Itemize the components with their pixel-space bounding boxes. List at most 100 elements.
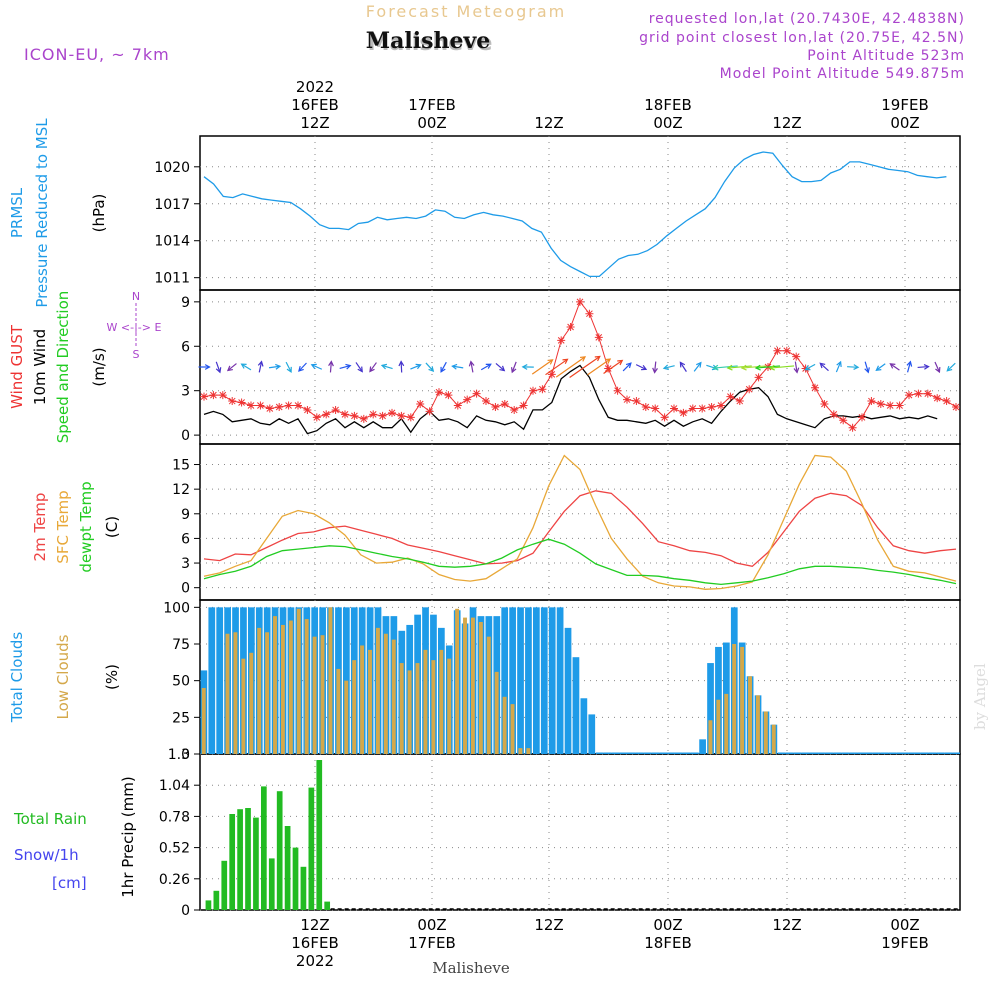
total-cloud-bar (817, 752, 826, 754)
wind-arrow-head (240, 363, 247, 369)
low-cloud-bar (708, 720, 713, 754)
gust-star-marker (397, 411, 406, 420)
wind-direction-arrow (847, 366, 859, 368)
low-cloud-bar (716, 699, 721, 754)
gust-star-marker (623, 395, 631, 404)
wind-direction-arrow (906, 361, 912, 373)
gust-star-marker (294, 401, 302, 410)
wind-direction-arrow (679, 362, 687, 372)
low-cloud-bar (375, 627, 380, 754)
low-cloud-bar (502, 696, 507, 754)
wind-arrow-head (562, 358, 569, 365)
low-cloud-bar (383, 633, 388, 754)
gust-star-marker (923, 389, 932, 398)
ytick-label: 6 (181, 339, 190, 355)
label-sfc-temp: SFC Temp (54, 490, 72, 563)
wind-arrow-head (875, 365, 882, 371)
gust-star-marker (952, 402, 960, 411)
total-cloud-bar (690, 752, 699, 754)
gust-star-marker (228, 397, 237, 406)
compass-north: N (132, 290, 140, 303)
wind-arrow-head (345, 363, 352, 370)
low-cloud-bar (241, 658, 246, 754)
label-wind-gust: Wind GUST (8, 324, 26, 409)
wind-direction-arrow (819, 362, 829, 372)
total-cloud-bar (517, 607, 524, 754)
wind-arrow-head (226, 365, 233, 372)
wind-arrow-head (547, 359, 554, 365)
top-time-label: 12Z (772, 114, 801, 132)
wind-arrow-head (754, 364, 761, 371)
wind-arrow-head (380, 363, 388, 370)
label-low-clouds: Low Clouds (54, 634, 72, 719)
bottom-time-label: 12Z (534, 916, 563, 934)
total-cloud-bar (825, 752, 834, 754)
wind-direction-arrow (329, 361, 332, 373)
low-cloud-bar (249, 652, 254, 754)
ytick-label: 0 (181, 428, 190, 444)
gust-star-marker (876, 400, 885, 409)
gust-star-marker (491, 402, 500, 411)
wind-direction-arrow (569, 355, 601, 379)
wind-arrow-head (594, 355, 601, 362)
ytick-label: 0 (181, 903, 190, 919)
wind-direction-arrow (622, 362, 632, 372)
gust-star-marker (482, 397, 490, 406)
low-cloud-bar (748, 676, 752, 754)
rain-bar (276, 791, 283, 910)
wind-direction-arrow (285, 361, 292, 373)
panel-frames (194, 135, 961, 911)
ytick-label: 1011 (154, 271, 190, 287)
rain-bar (229, 814, 236, 910)
wind-direction-arrow (603, 359, 623, 375)
label-10m-wind: 10m Wind (31, 329, 49, 405)
bottom-time-label: 00Z (653, 916, 682, 934)
label-total-rain: Total Rain (13, 810, 87, 828)
wind-direction-arrow (545, 358, 568, 376)
gust-star-marker (594, 333, 603, 342)
ytick-label: 50 (172, 674, 190, 690)
gust-star-marker (350, 411, 359, 420)
total-cloud-bar (707, 663, 714, 754)
gust-star-marker (670, 404, 678, 413)
wind-direction-arrow (311, 364, 323, 370)
gust-star-marker (576, 297, 584, 306)
bottom-time-label: 00Z (890, 916, 919, 934)
wind-arrow-head (935, 366, 941, 374)
wind-direction-arrow (770, 365, 795, 369)
wind-arrow-head (793, 367, 800, 374)
gust-star-marker (435, 388, 443, 397)
gust-star-marker (388, 408, 396, 417)
label-ms: (m/s) (90, 347, 108, 386)
top-time-label: 00Z (890, 114, 919, 132)
total-cloud-bar (667, 752, 675, 754)
gust-star-marker (275, 402, 284, 411)
rain-bar (221, 860, 228, 910)
total-cloud-bar (857, 752, 865, 754)
gust-star-marker (519, 401, 528, 410)
gust-star-marker (726, 392, 735, 401)
low-cloud-bar (399, 663, 404, 754)
rain-bar (268, 858, 275, 910)
total-cloud-bar (872, 752, 881, 754)
total-cloud-bar (777, 752, 786, 754)
wind-arrow-head (652, 367, 658, 374)
wind-direction-arrow (339, 364, 351, 370)
gust-star-marker (641, 402, 650, 411)
point-altitude: Point Altitude 523m (807, 48, 965, 64)
wind-arrow-head (836, 360, 842, 367)
ytick-label: 1017 (154, 197, 190, 213)
label-total-clouds: Total Clouds (8, 632, 26, 724)
super-title: Forecast Meteogram (366, 2, 566, 21)
wind-arrow-head (740, 364, 747, 371)
total-cloud-bar (699, 739, 706, 754)
bottom-time-label: 12Z (300, 916, 329, 934)
bottom-time-label: 00Z (417, 916, 446, 934)
wind-direction-arrow (917, 365, 929, 369)
gust-star-marker (209, 391, 218, 400)
gust-star-marker (547, 370, 556, 379)
wind-arrow-head (679, 361, 686, 368)
top-time-label: 19FEB (881, 96, 928, 114)
label-prmsl: PRMSL (8, 187, 26, 238)
low-cloud-bar (423, 649, 428, 754)
